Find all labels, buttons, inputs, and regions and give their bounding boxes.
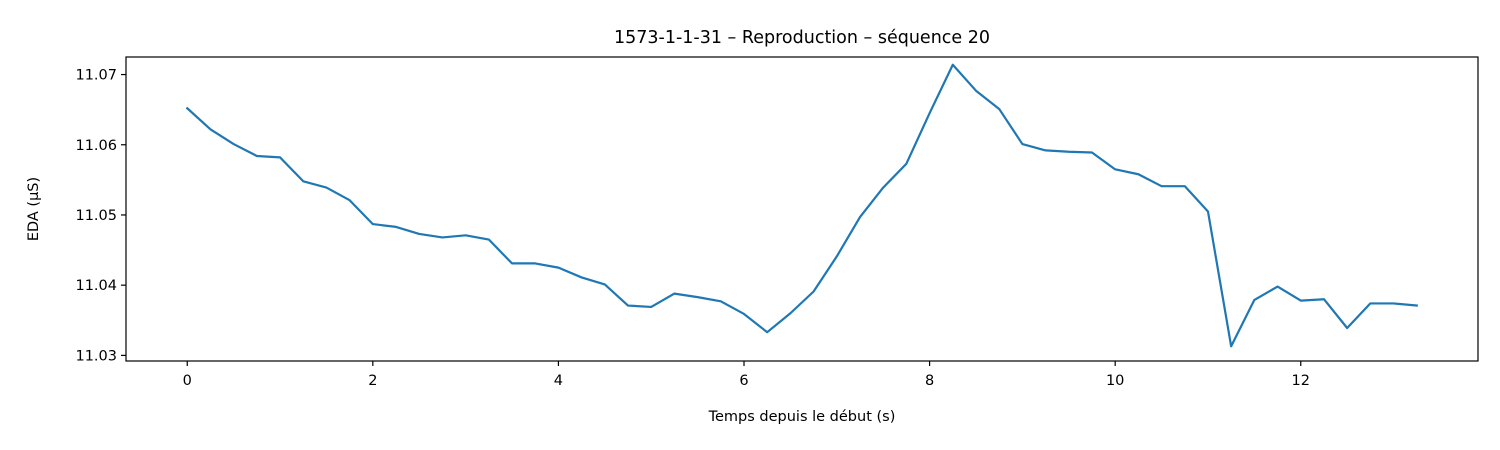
y-tick-label: 11.03 (75, 348, 117, 364)
y-tick-label: 11.07 (75, 68, 117, 84)
y-axis-label: EDA (µS) (26, 177, 42, 241)
x-tick-label: 6 (739, 373, 748, 389)
y-tick-label: 11.06 (75, 138, 117, 154)
x-axis-label: Temps depuis le début (s) (708, 409, 896, 425)
y-tick-label: 11.05 (75, 208, 117, 224)
series-line-0 (185, 63, 1418, 348)
y-tick-label: 11.04 (75, 278, 117, 294)
axes-frame (125, 56, 1479, 362)
x-tick-label: 12 (1292, 373, 1310, 389)
x-tick-label: 8 (925, 373, 934, 389)
chart-title: 1573-1-1-31 – Reproduction – séquence 20 (614, 28, 990, 48)
x-tick-label: 10 (1106, 373, 1124, 389)
x-tick-label: 0 (183, 373, 192, 389)
x-tick-label: 4 (554, 373, 563, 389)
plot-area: 0 2 4 6 8 10 12 11.03 11.04 11.05 11.06 11.07 (75, 56, 1479, 389)
x-tick-label: 2 (368, 373, 377, 389)
